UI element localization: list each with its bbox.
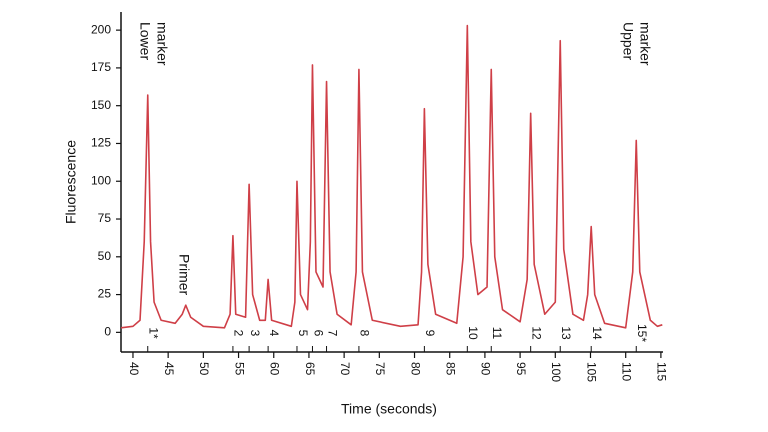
peak-label: 13	[559, 326, 573, 340]
x-tick-label: 90	[479, 362, 493, 376]
peak-label: 8	[358, 330, 372, 337]
peak-label: 12	[529, 326, 543, 340]
x-tick-label: 115	[655, 362, 669, 381]
x-tick-label: 50	[197, 362, 211, 376]
annotation: Primer	[176, 254, 192, 296]
annotation: Lower	[137, 22, 153, 60]
peak-label: 7	[325, 330, 339, 337]
y-tick-label: 200	[91, 22, 111, 36]
x-tick-label: 110	[620, 362, 634, 381]
x-tick-label: 85	[444, 362, 458, 376]
y-tick-label: 100	[91, 173, 111, 187]
peak-label: 3	[248, 330, 262, 337]
x-tick-label: 65	[303, 362, 317, 376]
x-tick-label: 70	[338, 362, 352, 376]
peak-label: 11	[490, 327, 504, 340]
y-tick-label: 125	[91, 136, 111, 150]
peak-label: 6	[311, 330, 325, 337]
annotation: marker	[154, 22, 170, 66]
y-tick-label: 150	[91, 98, 111, 112]
x-tick-label: 80	[408, 362, 422, 376]
peak-label: 9	[423, 330, 437, 337]
peak-label: 14	[590, 326, 604, 340]
y-tick-label: 175	[91, 60, 111, 74]
peak-label: 10	[466, 326, 480, 340]
x-tick-label: 45	[162, 362, 176, 376]
x-tick-label: 75	[373, 362, 387, 376]
peak-label: 2	[232, 330, 246, 337]
peak-label: 15*	[635, 324, 649, 342]
x-tick-label: 60	[268, 362, 282, 376]
x-tick-label: 40	[127, 362, 141, 376]
x-tick-label: 105	[584, 362, 598, 382]
y-tick-label: 50	[98, 249, 112, 263]
trace-line	[120, 24, 663, 329]
x-tick-label: 100	[549, 362, 563, 382]
annotation: Upper	[620, 22, 636, 60]
peak-label: 4	[267, 330, 281, 337]
y-tick-label: 75	[98, 211, 112, 225]
x-axis-title: Time (seconds)	[341, 401, 437, 417]
x-tick-label: 95	[514, 362, 528, 376]
peak-label: 1*	[147, 327, 161, 339]
y-tick-label: 0	[104, 325, 111, 339]
x-tick-label: 55	[232, 362, 246, 376]
annotation: marker	[637, 22, 653, 66]
y-tick-label: 25	[98, 287, 112, 301]
peak-label: 5	[296, 330, 310, 337]
y-axis-title: Fluorescence	[63, 140, 79, 224]
